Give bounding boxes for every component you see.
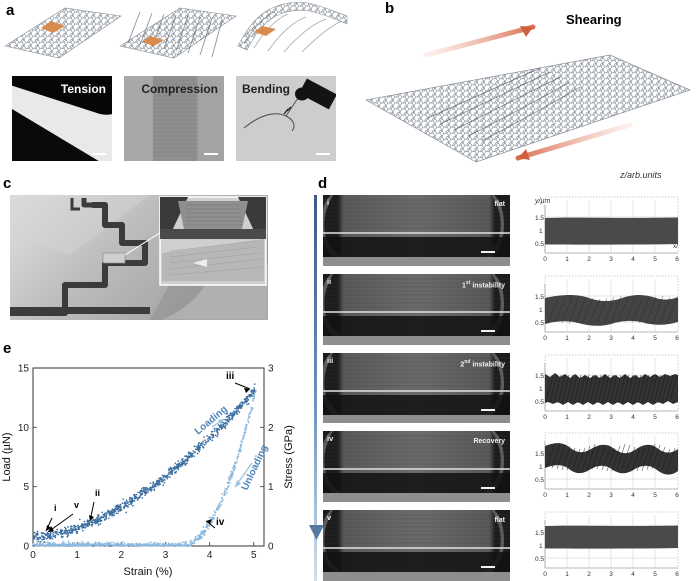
svg-text:ii: ii [95, 488, 100, 498]
svg-text:v: v [74, 500, 79, 510]
svg-text:iii: iii [327, 356, 333, 365]
svg-text:0.5: 0.5 [535, 399, 544, 406]
svg-text:iii: iii [226, 371, 235, 382]
svg-text:5: 5 [653, 492, 657, 499]
svg-text:3: 3 [163, 550, 169, 561]
svg-text:1: 1 [74, 550, 80, 561]
svg-text:1.5: 1.5 [535, 373, 544, 380]
svg-text:3: 3 [609, 414, 613, 421]
svg-text:5: 5 [653, 414, 657, 421]
svg-text:3: 3 [268, 364, 274, 375]
svg-text:0.5: 0.5 [535, 241, 544, 248]
svg-text:Load (µN): Load (µN) [1, 432, 13, 481]
svg-text:iv: iv [216, 517, 225, 528]
svg-text:1: 1 [565, 414, 569, 421]
svg-text:1: 1 [565, 492, 569, 499]
svg-text:4: 4 [631, 335, 635, 342]
svg-text:1: 1 [539, 386, 543, 393]
svg-text:3: 3 [609, 335, 613, 342]
svg-text:0: 0 [543, 492, 547, 499]
svg-text:1: 1 [539, 543, 543, 550]
svg-text:0: 0 [543, 335, 547, 342]
svg-text:Shearing: Shearing [566, 12, 622, 27]
svg-text:4: 4 [631, 492, 635, 499]
svg-text:Strain (%): Strain (%) [124, 566, 173, 578]
svg-text:ii: ii [327, 277, 331, 286]
svg-text:1.5: 1.5 [535, 530, 544, 537]
svg-text:0: 0 [23, 542, 29, 553]
svg-text:0.5: 0.5 [535, 477, 544, 484]
svg-text:1.5: 1.5 [535, 451, 544, 458]
svg-text:2: 2 [119, 550, 125, 561]
svg-text:3: 3 [609, 571, 613, 578]
svg-text:5: 5 [653, 256, 657, 263]
svg-text:4: 4 [631, 256, 635, 263]
svg-text:6: 6 [675, 256, 679, 263]
svg-text:3: 3 [609, 492, 613, 499]
svg-text:5: 5 [23, 482, 29, 493]
svg-text:6: 6 [675, 414, 679, 421]
svg-text:Stress (GPa): Stress (GPa) [283, 425, 295, 489]
svg-text:2: 2 [268, 423, 274, 434]
svg-text:6: 6 [675, 335, 679, 342]
svg-text:0: 0 [543, 414, 547, 421]
svg-text:iv: iv [327, 434, 334, 443]
svg-text:5: 5 [653, 335, 657, 342]
svg-text:v: v [327, 513, 332, 522]
svg-text:5: 5 [251, 550, 257, 561]
svg-text:i: i [54, 503, 57, 513]
svg-text:4: 4 [631, 414, 635, 421]
svg-text:i: i [327, 198, 329, 207]
svg-text:1: 1 [539, 307, 543, 314]
svg-text:0: 0 [543, 571, 547, 578]
svg-text:0.5: 0.5 [535, 556, 544, 563]
svg-text:1: 1 [539, 464, 543, 471]
svg-text:0: 0 [543, 256, 547, 263]
svg-text:0: 0 [268, 542, 274, 553]
svg-text:y/µm: y/µm [534, 198, 550, 205]
svg-text:15: 15 [18, 364, 30, 375]
svg-text:1: 1 [539, 228, 543, 235]
svg-text:2: 2 [587, 492, 591, 499]
svg-text:b: b [385, 0, 394, 17]
svg-text:3: 3 [609, 256, 613, 263]
svg-text:6: 6 [675, 571, 679, 578]
svg-text:1.5: 1.5 [535, 294, 544, 301]
svg-text:1.5: 1.5 [535, 215, 544, 222]
svg-text:4: 4 [207, 550, 213, 561]
svg-text:1: 1 [565, 571, 569, 578]
svg-text:6: 6 [675, 492, 679, 499]
svg-text:2: 2 [587, 256, 591, 263]
svg-text:1: 1 [268, 482, 274, 493]
svg-text:1: 1 [565, 335, 569, 342]
svg-text:Unloading: Unloading [240, 443, 271, 492]
svg-text:4: 4 [631, 571, 635, 578]
svg-text:0: 0 [30, 550, 36, 561]
svg-text:1: 1 [565, 256, 569, 263]
svg-text:2: 2 [587, 571, 591, 578]
svg-text:0.5: 0.5 [535, 320, 544, 327]
svg-text:2: 2 [587, 335, 591, 342]
svg-text:5: 5 [653, 571, 657, 578]
svg-text:2: 2 [587, 414, 591, 421]
svg-text:10: 10 [18, 423, 30, 434]
